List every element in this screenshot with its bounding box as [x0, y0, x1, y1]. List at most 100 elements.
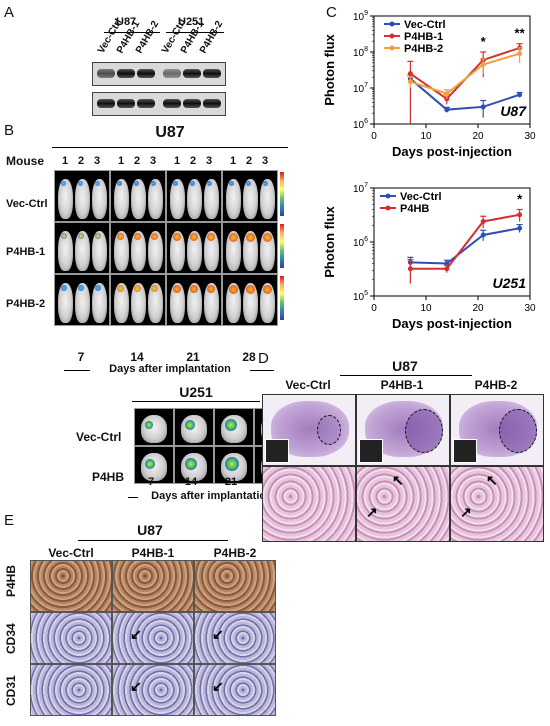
y-tick-label: 106: [353, 118, 368, 131]
u251-day-label: 7: [147, 476, 155, 488]
data-point: [407, 71, 413, 77]
ivis-image: [54, 170, 110, 222]
ivis-day-label: 14: [130, 350, 144, 364]
mouse-body: [92, 283, 107, 323]
ivis-image: [54, 274, 110, 326]
bioluminescence-signal: [61, 181, 66, 186]
arrow-icon: ↙: [130, 678, 142, 694]
mouse-body: [92, 231, 107, 271]
bioluminescence-signal: [173, 285, 181, 293]
bioluminescence-signal: [190, 233, 198, 241]
panel-label-b: B: [4, 122, 15, 139]
mouse-body: [75, 283, 90, 323]
bioluminescence-signal: [151, 233, 158, 240]
arrow-icon: ↙: [130, 626, 142, 642]
series-line: [410, 227, 520, 265]
mouse-body: [148, 231, 163, 271]
ihc-stain-image: [194, 560, 276, 612]
bioluminescence-signal: [229, 181, 234, 186]
bioluminescence-signal: [134, 181, 139, 186]
legend-label: P4HB-1: [404, 31, 443, 43]
mouse-body: [148, 179, 163, 219]
he-stain-image: [450, 466, 544, 542]
legend-label: P4HB-2: [404, 43, 443, 55]
mouse-body: [148, 283, 163, 323]
bioluminescence-signal: [225, 419, 237, 431]
mouse-body: [170, 231, 185, 271]
ivis-u251-row-label: Vec-Ctrl: [76, 430, 122, 444]
x-axis-label: Days post-injection: [392, 316, 512, 331]
series-line: [410, 213, 520, 270]
panel-label-a: A: [4, 4, 15, 21]
bioluminescence-signal: [207, 233, 215, 241]
mouse-number: 1: [117, 155, 125, 167]
ivis-day-label: 28: [242, 350, 256, 364]
u251-day-label: 21: [224, 476, 238, 488]
legend-marker: [389, 45, 395, 51]
mouse-number: 2: [133, 155, 141, 167]
arrow-icon: ↙: [212, 626, 224, 642]
mouse-body: [131, 231, 146, 271]
bioluminescence-signal: [145, 421, 153, 429]
data-point: [407, 266, 413, 272]
ihc-title-line: [78, 540, 228, 541]
mouse-body: [114, 283, 129, 323]
bioluminescence-signal: [185, 458, 197, 470]
ivis-days-caption: Days after implantation: [109, 363, 231, 375]
bioluminescence-signal: [134, 233, 141, 240]
ivis-u251-image: [214, 446, 254, 484]
ivis-row-label: P4HB-1: [6, 246, 46, 258]
arrow-icon: ↖: [486, 472, 498, 488]
series-line: [409, 78, 520, 111]
bioluminescence-signal: [263, 285, 272, 294]
mouse-body: [204, 283, 219, 323]
blot-group-line-u87: [104, 32, 160, 33]
u251-days-caption: Days after implantation: [151, 490, 273, 502]
ihc-row-label: P4HB: [4, 564, 18, 597]
ivis-u251-row-label: P4HB: [92, 470, 125, 484]
x-tick-label: 30: [524, 303, 536, 314]
ivis-inset: [359, 439, 383, 463]
ivis-u251-image: [134, 408, 174, 446]
bioluminescence-signal: [117, 285, 124, 292]
bioluminescence-signal: [246, 285, 255, 294]
ihc-title: U87: [137, 522, 163, 538]
bioluminescence-signal: [117, 181, 122, 186]
y-tick-label: 105: [353, 290, 368, 303]
legend-marker: [385, 205, 391, 211]
brain-section-image: [356, 394, 450, 466]
he-stain-image: [262, 466, 356, 542]
mouse-body: [131, 179, 146, 219]
bioluminescence-signal: [185, 420, 195, 430]
histo-col-label: P4HB-2: [474, 378, 518, 392]
y-axis-label: Photon flux: [322, 205, 337, 277]
bioluminescence-signal: [95, 233, 101, 239]
legend-label: Vec-Ctrl: [400, 191, 442, 203]
bioluminescence-signal: [61, 285, 67, 291]
mouse-body: [75, 179, 90, 219]
histo-col-label: P4HB-1: [380, 378, 424, 392]
y-tick-label: 108: [353, 46, 368, 59]
mouse-body: [75, 231, 90, 271]
bioluminescence-signal: [229, 233, 238, 242]
bioluminescence-signal: [95, 285, 101, 291]
ivis-image: [166, 274, 222, 326]
y-axis-label: Photon flux: [322, 33, 337, 105]
ivis-row-label: Vec-Ctrl: [6, 198, 48, 210]
bioluminescence-signal: [207, 285, 215, 293]
blot-group-u251: U251: [178, 16, 205, 28]
bioluminescence-signal: [134, 285, 141, 292]
series-line: [409, 46, 520, 101]
x-tick-label: 30: [524, 131, 536, 142]
arrow-icon: ↙: [212, 678, 224, 694]
mouse-label: Mouse: [6, 154, 45, 168]
data-point: [517, 51, 523, 57]
panel-label-d: D: [258, 350, 269, 367]
ivis-inset: [265, 439, 289, 463]
x-tick-label: 20: [472, 303, 484, 314]
mouse-body: [187, 231, 202, 271]
brain-section-image: [450, 394, 544, 466]
blot-group-u87: U87: [116, 16, 137, 28]
tumor-outline: [405, 409, 443, 453]
bioluminescence-signal: [78, 233, 84, 239]
